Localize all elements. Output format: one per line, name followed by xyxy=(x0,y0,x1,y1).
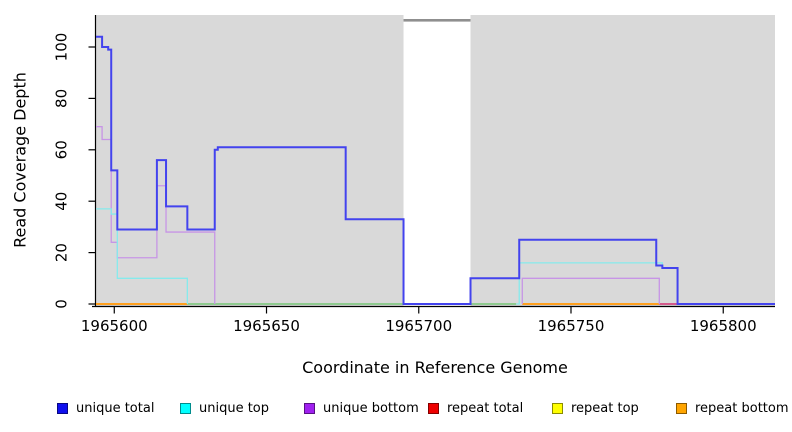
series-line-unique-bottom xyxy=(521,277,660,304)
x-axis-title: Coordinate in Reference Genome xyxy=(302,358,568,377)
repeat-top-swatch-icon xyxy=(552,402,563,414)
legend: unique total unique top unique bottom re… xyxy=(0,399,792,421)
repeat-total-swatch-icon xyxy=(428,402,439,414)
y-tick-label: 40 xyxy=(53,192,71,211)
unique-total-swatch-icon xyxy=(57,402,68,414)
unique-bottom-swatch-icon xyxy=(304,402,315,414)
gap-top-bar xyxy=(403,19,471,22)
legend-label: repeat total xyxy=(447,400,524,416)
legend-item-unique-top: unique top xyxy=(180,399,269,417)
legend-item-repeat-total: repeat total xyxy=(428,399,523,417)
y-tick-label: 20 xyxy=(53,243,71,262)
legend-label: unique top xyxy=(199,400,270,416)
x-tick-label: 1965800 xyxy=(690,317,757,335)
gap-band xyxy=(403,15,471,306)
x-tick-label: 1965700 xyxy=(385,317,452,335)
legend-item-unique-bottom: unique bottom xyxy=(304,399,419,417)
legend-label: unique total xyxy=(76,400,155,416)
x-tick-label: 1965650 xyxy=(233,317,300,335)
repeat-bottom-swatch-icon xyxy=(676,402,687,414)
legend-item-unique-total: unique total xyxy=(57,399,154,417)
y-tick-label: 0 xyxy=(53,299,71,309)
x-tick-label: 1965750 xyxy=(538,317,605,335)
unique-top-swatch-icon xyxy=(180,402,191,414)
legend-label: unique bottom xyxy=(323,400,419,416)
series-line-unique-total xyxy=(96,35,775,305)
legend-label: repeat top xyxy=(571,400,639,416)
y-tick-label: 60 xyxy=(53,140,71,159)
x-tick-label: 1965600 xyxy=(81,317,148,335)
y-tick-label: 80 xyxy=(53,89,71,108)
legend-label: repeat bottom xyxy=(695,400,789,416)
y-axis-title: Read Coverage Depth xyxy=(10,72,30,248)
plot-area: 0 20 40 60 80 100 1965600 1965650 1965700 1965750… xyxy=(53,15,775,335)
y-tick-label: 100 xyxy=(53,33,71,62)
legend-item-repeat-bottom: repeat bottom xyxy=(676,399,789,417)
legend-item-repeat-top: repeat top xyxy=(552,399,639,417)
